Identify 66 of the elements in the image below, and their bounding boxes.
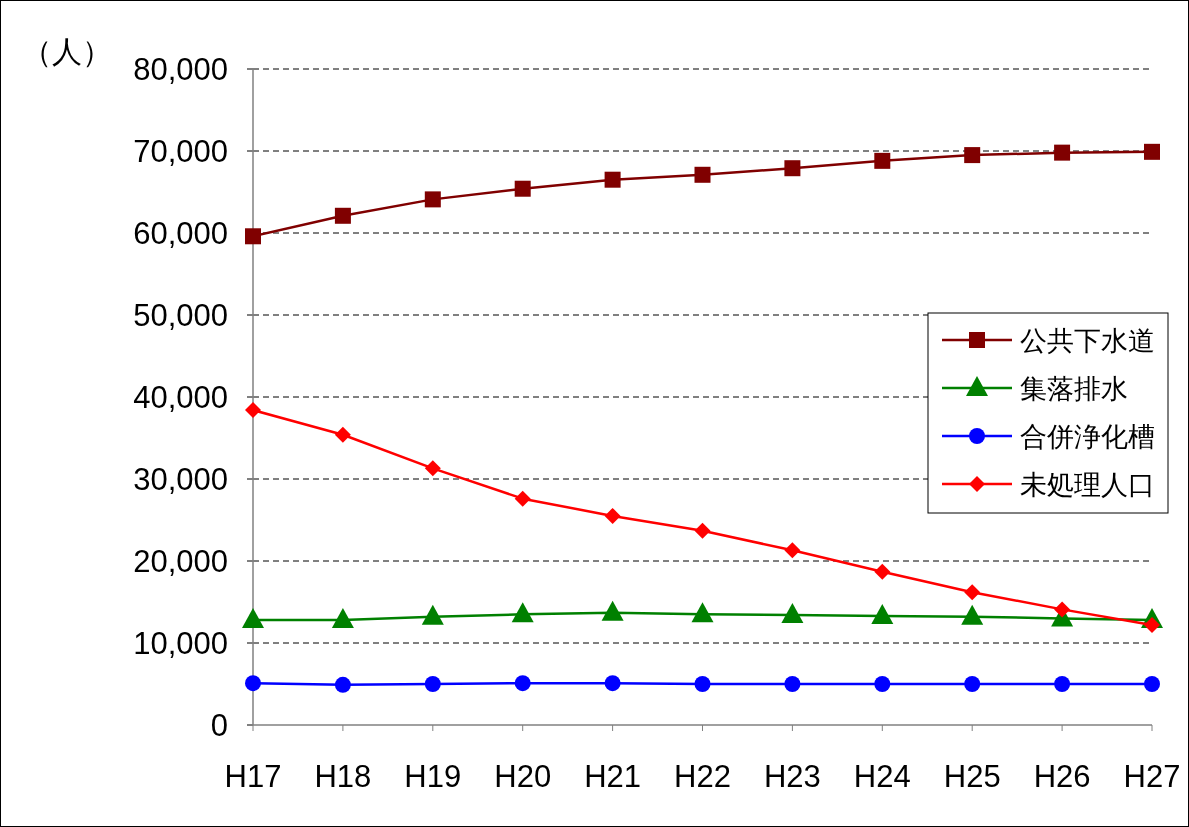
- point: [694, 676, 711, 692]
- point: [874, 152, 891, 169]
- point: [242, 608, 264, 629]
- y-tick-label: 0: [210, 708, 228, 743]
- point: [874, 563, 891, 580]
- x-tick-label: H20: [494, 759, 552, 794]
- x-tick-label: H27: [1123, 759, 1181, 794]
- point: [1144, 676, 1160, 692]
- legend-label: 合併浄化槽: [1020, 422, 1155, 452]
- point: [871, 603, 894, 624]
- point: [245, 228, 261, 245]
- point: [511, 602, 534, 623]
- point: [421, 604, 444, 625]
- y-tick-label: 40,000: [133, 380, 228, 415]
- x-tick-label: H21: [584, 759, 642, 794]
- y-tick-label: 10,000: [133, 626, 228, 661]
- point: [964, 147, 981, 164]
- point: [334, 426, 351, 443]
- point: [601, 600, 624, 621]
- point: [874, 676, 891, 692]
- point: [514, 490, 531, 507]
- point: [604, 507, 621, 524]
- y-tick-label: 80,000: [133, 52, 228, 87]
- y-tick-label: 70,000: [133, 134, 228, 169]
- legend-label: 未処理人口: [1020, 470, 1155, 500]
- point: [781, 603, 804, 624]
- point: [784, 160, 801, 177]
- x-tick-label: H26: [1033, 759, 1091, 794]
- point: [961, 604, 984, 625]
- point: [784, 542, 801, 559]
- point: [604, 171, 621, 188]
- point: [1054, 601, 1071, 618]
- x-tick-label: H18: [314, 759, 372, 794]
- y-tick-label: 50,000: [133, 298, 228, 333]
- point: [424, 460, 441, 477]
- point: [245, 675, 261, 692]
- x-tick-label: H24: [853, 759, 911, 794]
- point: [784, 676, 801, 692]
- point: [424, 191, 441, 208]
- point: [694, 166, 711, 183]
- y-tick-label: 60,000: [133, 216, 228, 251]
- point: [245, 402, 261, 419]
- point: [331, 608, 354, 629]
- point: [514, 180, 531, 197]
- x-tick-label: H22: [674, 759, 731, 794]
- y-tick-label: 30,000: [133, 462, 228, 497]
- point: [334, 676, 351, 693]
- x-tick-label: H17: [224, 759, 282, 794]
- point: [514, 675, 531, 692]
- point: [964, 584, 981, 601]
- point: [604, 675, 621, 692]
- y-axis-title: （人）: [22, 35, 112, 68]
- legend-label: 集落排水: [1020, 374, 1128, 404]
- point: [334, 207, 351, 224]
- point: [1054, 144, 1071, 161]
- x-tick-label: H19: [404, 759, 462, 794]
- point: [964, 676, 981, 692]
- y-tick-label: 20,000: [133, 544, 228, 579]
- point: [1054, 676, 1071, 692]
- point: [694, 522, 711, 539]
- point: [691, 602, 714, 623]
- point: [424, 676, 441, 692]
- x-tick-label: H23: [763, 759, 821, 794]
- legend-label: 公共下水道: [1020, 326, 1155, 356]
- x-tick-label: H25: [943, 759, 1001, 794]
- point: [1144, 143, 1160, 160]
